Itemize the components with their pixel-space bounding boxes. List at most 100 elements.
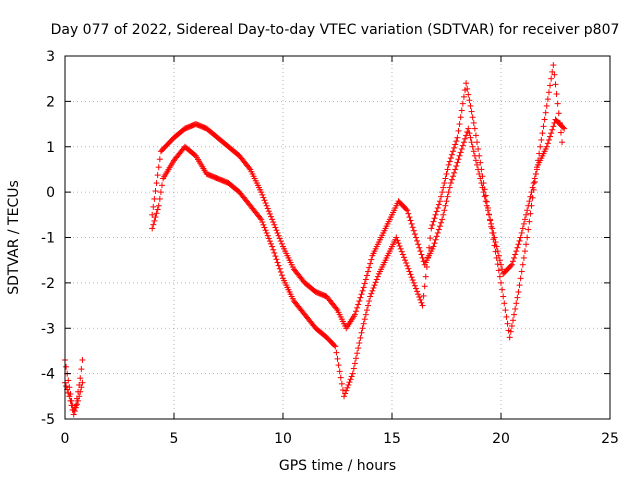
data-point bbox=[372, 279, 379, 286]
data-point bbox=[516, 282, 523, 289]
data-point bbox=[436, 223, 443, 230]
data-point bbox=[450, 173, 457, 180]
data-point bbox=[370, 284, 377, 291]
data-point bbox=[263, 202, 270, 209]
data-point bbox=[418, 299, 425, 306]
data-point bbox=[549, 126, 556, 133]
data-point bbox=[463, 132, 470, 139]
data-point bbox=[527, 210, 534, 217]
data-point bbox=[149, 211, 156, 218]
data-point bbox=[443, 170, 450, 177]
data-point bbox=[399, 251, 406, 258]
data-point bbox=[533, 164, 540, 171]
data-point bbox=[150, 221, 157, 228]
data-point bbox=[272, 253, 279, 260]
data-point bbox=[456, 152, 463, 159]
data-point bbox=[412, 234, 419, 241]
data-point bbox=[422, 273, 429, 280]
data-point bbox=[362, 311, 369, 318]
data-point bbox=[440, 184, 447, 191]
data-point bbox=[433, 233, 440, 240]
data-point bbox=[532, 170, 539, 177]
data-point bbox=[509, 258, 516, 265]
data-point bbox=[471, 125, 478, 132]
data-point bbox=[518, 229, 525, 236]
data-point bbox=[512, 305, 519, 312]
data-point bbox=[416, 244, 423, 251]
data-point bbox=[538, 136, 545, 143]
y-tick-label: -4 bbox=[41, 367, 55, 383]
data-point bbox=[274, 259, 281, 266]
data-point bbox=[434, 205, 441, 212]
data-point bbox=[356, 339, 363, 346]
data-point bbox=[535, 157, 542, 164]
data-point bbox=[260, 221, 267, 228]
data-point bbox=[348, 373, 355, 380]
data-point bbox=[530, 186, 537, 193]
data-point bbox=[440, 211, 447, 218]
data-point bbox=[465, 125, 472, 132]
data-point bbox=[469, 143, 476, 150]
data-point bbox=[499, 266, 506, 273]
data-point bbox=[448, 176, 455, 183]
data-point bbox=[439, 216, 446, 223]
data-point bbox=[541, 116, 548, 123]
data-point bbox=[75, 397, 82, 404]
data-point bbox=[454, 159, 461, 166]
x-tick-label: 5 bbox=[170, 431, 179, 447]
data-point bbox=[439, 189, 446, 196]
data-point bbox=[513, 300, 520, 307]
data-point bbox=[342, 390, 349, 397]
data-point bbox=[347, 376, 354, 383]
data-point bbox=[263, 229, 270, 236]
data-point bbox=[275, 232, 282, 239]
data-point bbox=[480, 189, 487, 196]
y-tick-label: -5 bbox=[41, 412, 55, 428]
data-point bbox=[415, 291, 422, 298]
data-point bbox=[355, 345, 362, 352]
data-point bbox=[524, 234, 531, 241]
data-point bbox=[478, 166, 485, 173]
y-tick-label: 0 bbox=[46, 185, 55, 201]
data-point bbox=[493, 254, 500, 261]
data-point bbox=[465, 91, 472, 98]
data-point bbox=[257, 214, 264, 221]
data-point bbox=[331, 342, 338, 349]
data-point bbox=[536, 150, 543, 157]
data-point bbox=[418, 251, 425, 258]
data-point bbox=[360, 320, 367, 327]
y-tick-label: 2 bbox=[46, 94, 55, 110]
data-point bbox=[151, 217, 158, 224]
data-point bbox=[525, 226, 532, 233]
data-point bbox=[414, 237, 421, 244]
data-point bbox=[524, 207, 531, 214]
x-tick-label: 15 bbox=[383, 431, 401, 447]
data-point bbox=[451, 169, 458, 176]
data-point bbox=[544, 140, 551, 147]
data-point bbox=[415, 241, 422, 248]
data-point bbox=[411, 282, 418, 289]
data-point bbox=[492, 248, 499, 255]
data-point bbox=[445, 161, 452, 168]
data-point bbox=[430, 218, 437, 225]
data-point bbox=[358, 291, 365, 298]
data-point bbox=[482, 198, 489, 205]
data-point bbox=[155, 202, 162, 209]
data-point bbox=[476, 152, 483, 159]
data-point bbox=[344, 384, 351, 391]
data-point bbox=[354, 350, 361, 357]
data-point bbox=[503, 313, 510, 320]
data-point bbox=[516, 237, 523, 244]
data-point bbox=[447, 180, 454, 187]
data-point bbox=[550, 123, 557, 130]
data-point bbox=[264, 205, 271, 212]
y-tick-label: -3 bbox=[41, 321, 55, 337]
data-point bbox=[361, 280, 368, 287]
data-point bbox=[518, 268, 525, 275]
data-point bbox=[393, 234, 400, 241]
data-point bbox=[445, 189, 452, 196]
data-point bbox=[409, 224, 416, 231]
data-point bbox=[403, 206, 410, 213]
data-point bbox=[470, 148, 477, 155]
data-point bbox=[507, 328, 514, 335]
